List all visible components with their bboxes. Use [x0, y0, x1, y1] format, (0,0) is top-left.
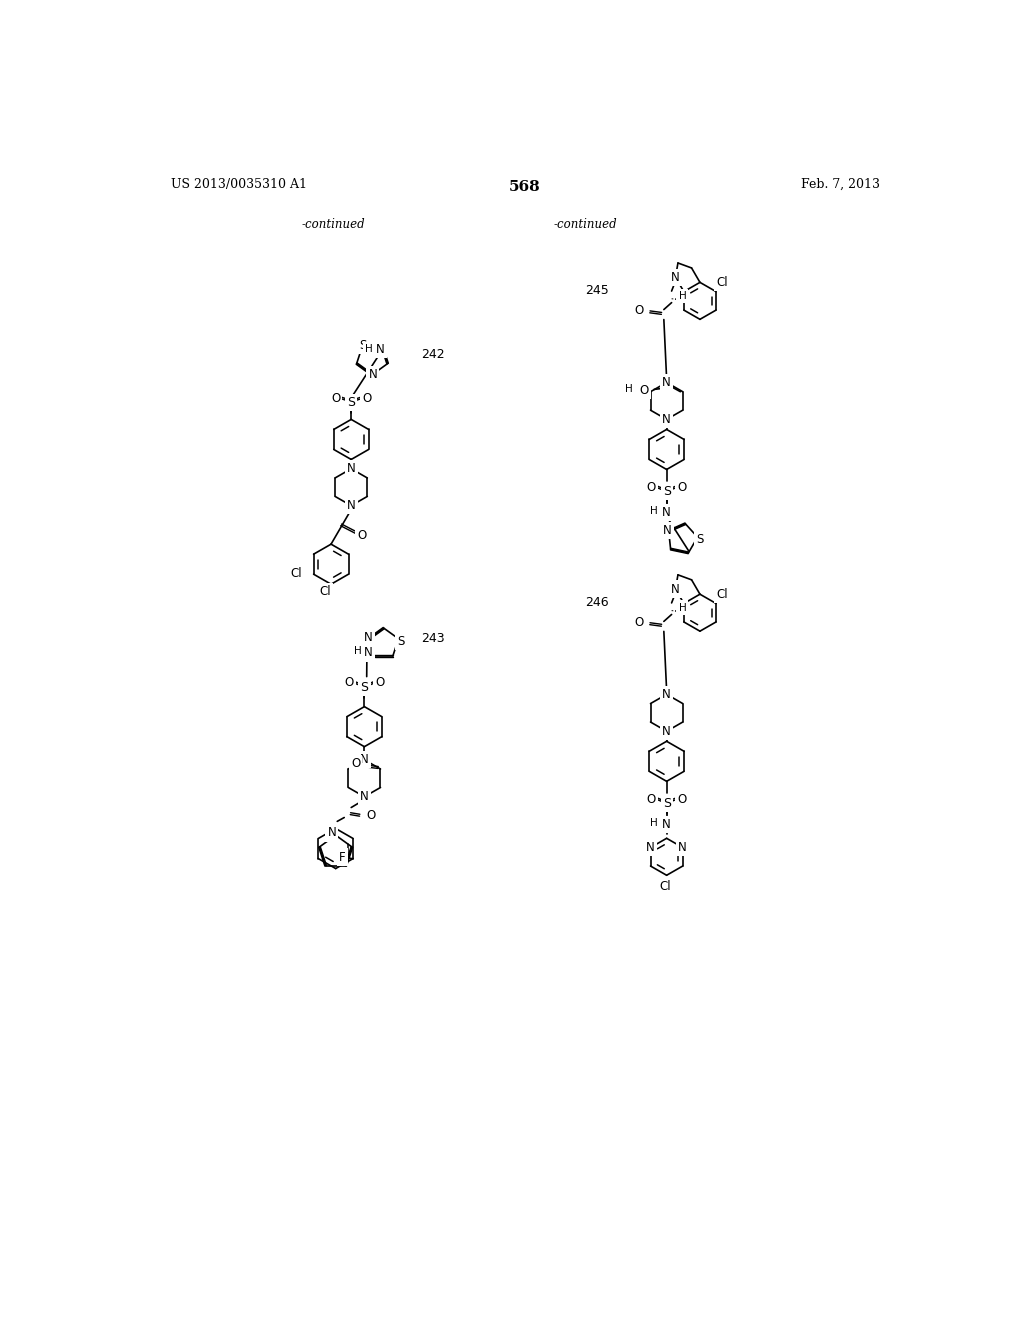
Text: H: H	[650, 506, 658, 516]
Text: -continued: -continued	[553, 218, 617, 231]
Text: 568: 568	[509, 180, 541, 194]
Text: O: O	[639, 384, 648, 397]
Text: Cl: Cl	[659, 879, 671, 892]
Text: 243: 243	[421, 631, 444, 644]
Text: H: H	[353, 647, 361, 656]
Text: N: N	[360, 791, 369, 804]
Text: N: N	[671, 582, 680, 595]
Text: F: F	[339, 850, 346, 863]
Text: O: O	[646, 792, 655, 805]
Text: H: H	[679, 602, 686, 612]
Text: O: O	[678, 480, 687, 494]
Text: S: S	[360, 681, 369, 694]
Text: S: S	[347, 396, 355, 409]
Text: N: N	[663, 506, 671, 519]
Text: 242: 242	[421, 348, 444, 362]
Text: S: S	[696, 533, 703, 546]
Text: S: S	[663, 797, 671, 810]
Text: N: N	[678, 841, 687, 854]
Text: H: H	[650, 818, 658, 828]
Text: H: H	[625, 384, 633, 393]
Text: H: H	[679, 290, 686, 301]
Text: O: O	[678, 792, 687, 805]
Text: O: O	[375, 676, 384, 689]
Text: N: N	[663, 725, 671, 738]
Text: H: H	[366, 343, 373, 354]
Text: O: O	[635, 615, 644, 628]
Text: N: N	[671, 271, 680, 284]
Text: Feb. 7, 2013: Feb. 7, 2013	[801, 178, 880, 190]
Text: N: N	[376, 343, 385, 356]
Text: O: O	[357, 529, 367, 543]
Text: 245: 245	[586, 284, 609, 297]
Text: S: S	[397, 635, 404, 648]
Text: N: N	[646, 841, 655, 854]
Text: -continued: -continued	[301, 218, 366, 231]
Text: O: O	[362, 392, 372, 405]
Text: N: N	[360, 754, 369, 767]
Text: O: O	[646, 480, 655, 494]
Text: N: N	[364, 631, 373, 644]
Text: O: O	[635, 304, 644, 317]
Text: O: O	[366, 809, 375, 822]
Text: Cl: Cl	[717, 587, 728, 601]
Text: US 2013/0035310 A1: US 2013/0035310 A1	[171, 178, 306, 190]
Text: N: N	[663, 818, 671, 832]
Text: N: N	[369, 368, 377, 381]
Text: N: N	[663, 688, 671, 701]
Text: O: O	[331, 392, 340, 405]
Text: S: S	[358, 339, 367, 352]
Text: N: N	[663, 524, 672, 537]
Text: O: O	[351, 758, 360, 770]
Text: N: N	[347, 462, 355, 475]
Text: N: N	[663, 413, 671, 426]
Text: 246: 246	[586, 597, 609, 610]
Text: O: O	[344, 676, 353, 689]
Text: N: N	[347, 499, 355, 512]
Text: N: N	[663, 376, 671, 389]
Text: Cl: Cl	[717, 276, 728, 289]
Text: Cl: Cl	[291, 566, 302, 579]
Text: S: S	[663, 486, 671, 499]
Text: N: N	[365, 647, 373, 660]
Text: Cl: Cl	[319, 585, 331, 598]
Text: N: N	[328, 826, 336, 840]
